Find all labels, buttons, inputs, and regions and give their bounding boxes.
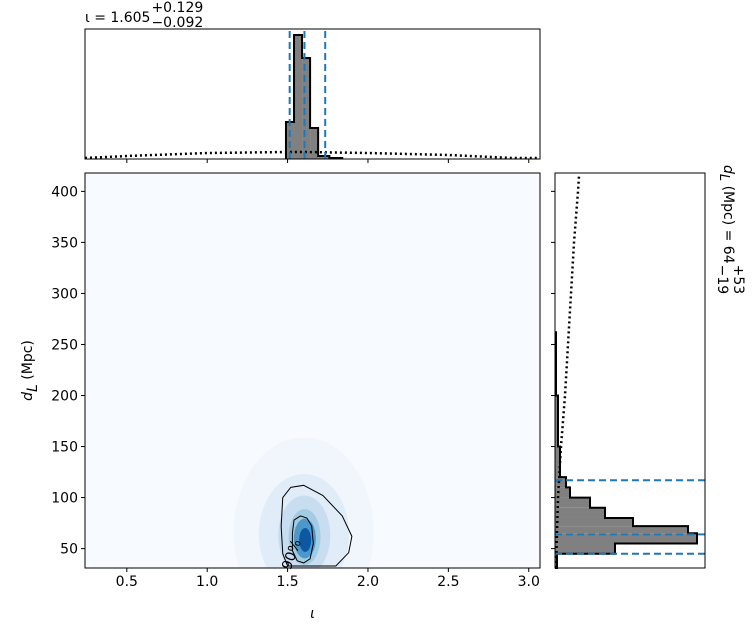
hist-bar bbox=[555, 543, 615, 554]
contour-line bbox=[280, 484, 353, 567]
hist-bar bbox=[310, 128, 319, 159]
density bbox=[233, 437, 374, 568]
y-tick-label: 150 bbox=[51, 440, 78, 456]
hist-bar bbox=[555, 497, 590, 508]
right-title-main: dL (Mpc) = 64 bbox=[716, 165, 736, 264]
right-frame bbox=[554, 172, 706, 569]
top-title: ι = 1.605 bbox=[85, 10, 150, 26]
x-tick-label: 2.0 bbox=[357, 574, 379, 590]
x-tick-label: 2.5 bbox=[437, 574, 459, 590]
hist-bar bbox=[318, 156, 330, 159]
y-tick-label: 300 bbox=[51, 286, 78, 302]
top-title-lower: −0.092 bbox=[151, 15, 203, 31]
right-title-symbol: d bbox=[720, 165, 736, 174]
hist-bar bbox=[555, 507, 605, 518]
hist-outline bbox=[555, 331, 698, 569]
y-tick-label: 50 bbox=[60, 542, 78, 558]
y-tick-label: 250 bbox=[51, 337, 78, 353]
hist-bar bbox=[555, 517, 633, 527]
hist-bar bbox=[555, 395, 558, 447]
y-axis-label: dL (Mpc) bbox=[20, 340, 41, 401]
y-label-sub: L bbox=[25, 384, 41, 392]
right-title-lower: −19 bbox=[714, 265, 730, 295]
x-tick-label: 1.5 bbox=[276, 574, 298, 590]
prior-line bbox=[554, 175, 581, 569]
prior-line bbox=[84, 150, 540, 160]
right-title-sub: L bbox=[716, 174, 731, 181]
right-title-upper: +53 bbox=[730, 265, 746, 295]
contour-line bbox=[291, 515, 314, 564]
density-blob bbox=[299, 527, 312, 552]
hist-bar bbox=[555, 526, 688, 534]
top-title-upper: +0.129 bbox=[151, 0, 203, 16]
top-frame bbox=[84, 28, 541, 160]
x-axis-label: ι bbox=[310, 606, 315, 622]
x-tick-label: 1.0 bbox=[196, 574, 218, 590]
hist-outline bbox=[284, 34, 344, 159]
main-frame bbox=[84, 172, 541, 569]
hist-bar bbox=[285, 122, 295, 159]
hist-bar bbox=[555, 533, 697, 544]
y-label-unit: (Mpc) bbox=[20, 340, 36, 384]
hist-bar bbox=[555, 477, 566, 488]
x-tick-label: 0.5 bbox=[116, 574, 138, 590]
y-tick-label: 200 bbox=[51, 389, 78, 405]
right-title-text: (Mpc) = 64 bbox=[720, 181, 736, 264]
y-label-symbol: d bbox=[20, 392, 36, 401]
right-title: dL (Mpc) = 64+53−19 bbox=[714, 165, 746, 294]
hist-bar bbox=[555, 487, 570, 498]
hist-bar bbox=[302, 58, 311, 159]
hist-bar bbox=[555, 446, 560, 478]
y-tick-label: 400 bbox=[51, 184, 78, 200]
y-tick-label: 350 bbox=[51, 235, 78, 251]
hist-bar bbox=[294, 35, 303, 159]
y-tick-label: 100 bbox=[51, 491, 78, 507]
x-tick-label: 3.0 bbox=[518, 574, 540, 590]
